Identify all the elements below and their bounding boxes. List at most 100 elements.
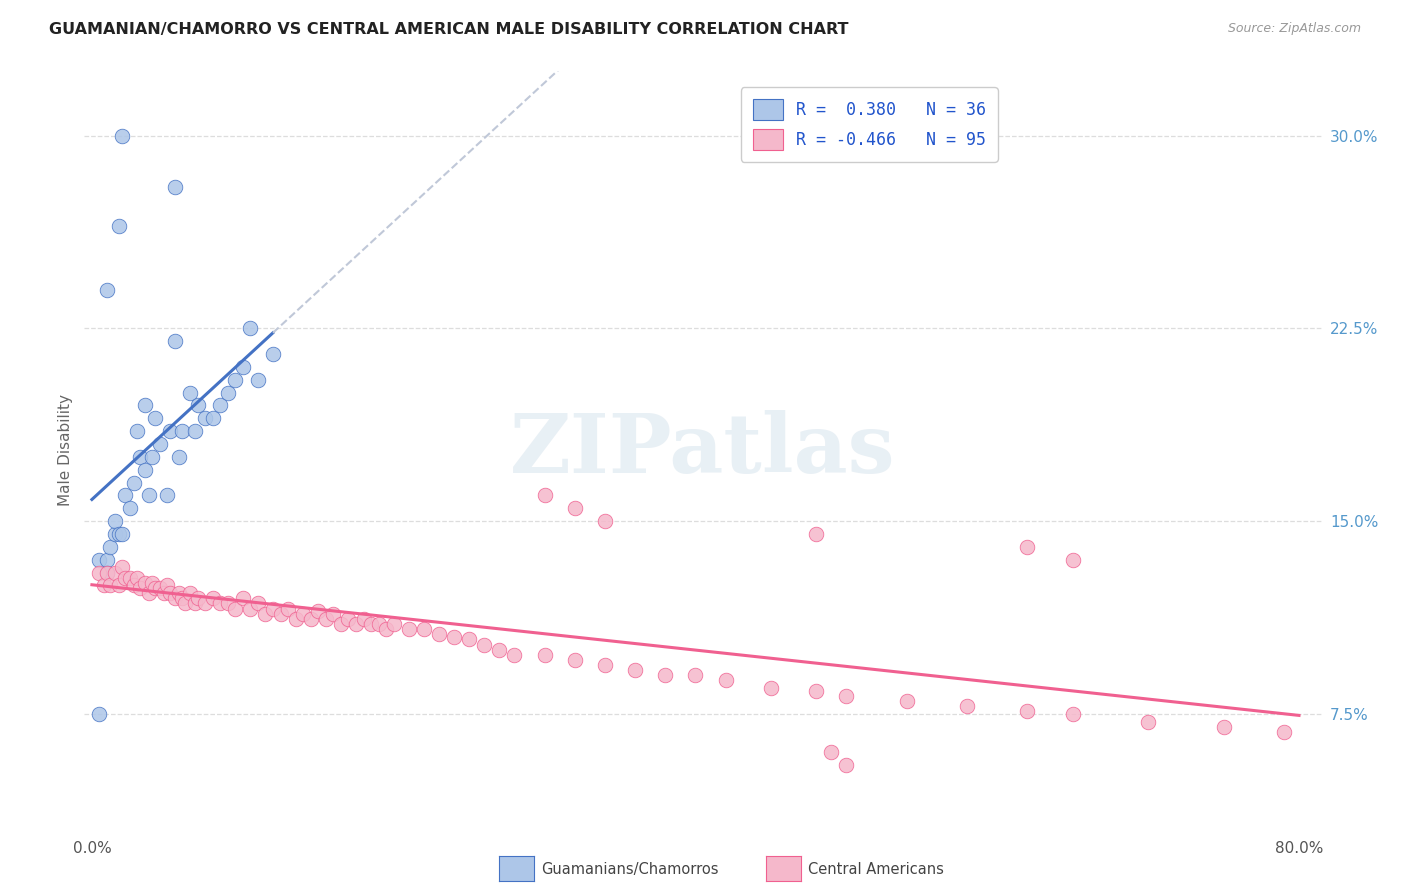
Point [254,607,277,621]
Point [98,540,121,554]
Point [114,571,136,585]
Text: Central Americans: Central Americans [808,863,945,877]
Point [398,622,420,636]
Point [143,411,166,425]
Point [232,359,254,374]
Point [820,746,842,760]
Point [375,622,398,636]
Point [209,399,232,413]
Point [427,627,450,641]
Point [122,578,145,592]
Point [174,596,197,610]
Point [329,616,352,631]
Point [114,488,136,502]
Point [443,630,465,644]
Point [96,552,118,566]
Point [111,527,134,541]
Point [163,180,186,194]
Point [1017,704,1039,718]
Point [111,560,134,574]
Point [172,591,194,606]
Point [183,424,205,438]
Point [118,571,141,585]
Point [382,616,405,631]
Point [134,399,156,413]
Point [108,578,131,592]
Point [103,514,125,528]
Point [209,596,232,610]
Point [1062,706,1084,721]
Point [458,632,481,647]
Point [835,758,858,772]
Point [654,668,676,682]
Point [593,514,616,528]
Point [956,699,979,714]
Point [96,566,118,580]
Point [122,475,145,490]
Point [169,450,191,464]
Point [714,673,737,688]
Point [149,437,172,451]
Point [201,411,224,425]
Point [129,450,152,464]
Point [118,501,141,516]
Point [138,488,160,502]
Point [179,385,201,400]
Point [315,612,337,626]
Text: Source: ZipAtlas.com: Source: ZipAtlas.com [1227,22,1361,36]
Point [322,607,344,621]
Point [412,622,434,636]
Point [194,596,217,610]
Point [179,586,201,600]
Point [804,683,827,698]
Point [299,612,322,626]
Point [564,501,586,516]
Point [201,591,224,606]
Point [98,578,121,592]
Point [685,668,707,682]
Point [129,581,152,595]
Point [217,385,239,400]
Point [262,347,284,361]
Point [270,607,292,621]
Point [533,488,555,502]
Point [835,689,858,703]
Text: Guamanians/Chamorros: Guamanians/Chamorros [541,863,718,877]
Point [472,638,495,652]
Point [103,527,125,541]
Point [239,321,262,335]
Point [262,601,284,615]
Point [93,578,115,592]
Point [163,591,186,606]
Point [488,642,510,657]
Point [108,219,131,233]
Point [224,373,246,387]
Point [337,612,360,626]
Point [156,488,179,502]
Point [1137,714,1160,729]
Point [246,373,269,387]
Point [564,653,586,667]
Point [149,581,172,595]
Point [127,424,149,438]
Point [186,591,208,606]
Point [186,399,208,413]
Point [232,591,254,606]
Point [624,663,647,677]
Point [159,424,181,438]
Point [153,586,176,600]
Point [108,527,131,541]
Point [1272,725,1295,739]
Point [593,658,616,673]
Point [246,596,269,610]
Point [1212,720,1234,734]
Point [344,616,367,631]
Point [134,575,156,590]
Point [141,450,163,464]
Point [172,424,194,438]
Point [367,616,389,631]
Y-axis label: Male Disability: Male Disability [58,394,73,507]
Point [896,694,918,708]
Point [533,648,555,662]
Text: GUAMANIAN/CHAMORRO VS CENTRAL AMERICAN MALE DISABILITY CORRELATION CHART: GUAMANIAN/CHAMORRO VS CENTRAL AMERICAN M… [49,22,849,37]
